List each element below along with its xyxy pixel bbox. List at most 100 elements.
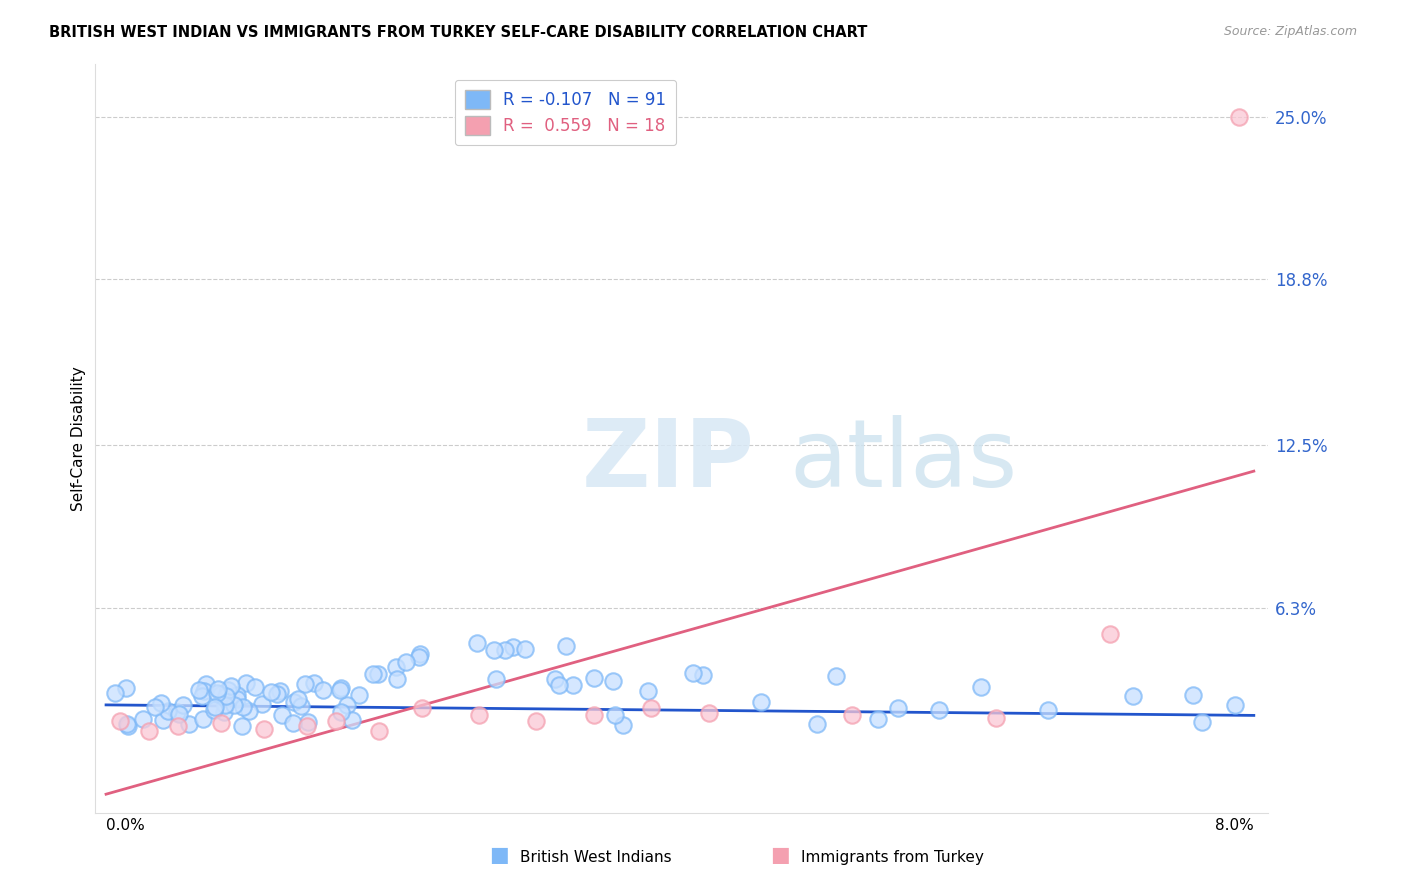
- Point: [384, 660, 406, 674]
- Point: [692, 668, 714, 682]
- Point: [513, 641, 536, 656]
- Point: [395, 655, 418, 669]
- Point: [114, 681, 136, 695]
- Point: [232, 700, 254, 714]
- Point: [152, 713, 174, 727]
- Point: [283, 696, 305, 710]
- Point: [408, 649, 430, 664]
- Point: [169, 706, 191, 721]
- Point: [866, 712, 889, 726]
- Point: [637, 683, 659, 698]
- Point: [209, 716, 232, 731]
- Point: [612, 717, 634, 731]
- Point: [150, 696, 173, 710]
- Point: [138, 724, 160, 739]
- Point: [166, 719, 188, 733]
- Point: [243, 680, 266, 694]
- Point: [806, 717, 828, 731]
- Point: [235, 676, 257, 690]
- Point: [544, 672, 567, 686]
- Point: [1223, 698, 1246, 712]
- Point: [266, 687, 288, 701]
- Point: [330, 681, 353, 696]
- Point: [1182, 688, 1205, 702]
- Point: [602, 674, 624, 689]
- Point: [214, 698, 236, 712]
- Point: [886, 700, 908, 714]
- Text: BRITISH WEST INDIAN VS IMMIGRANTS FROM TURKEY SELF-CARE DISABILITY CORRELATION C: BRITISH WEST INDIAN VS IMMIGRANTS FROM T…: [49, 25, 868, 40]
- Text: atlas: atlas: [789, 415, 1018, 507]
- Point: [325, 714, 347, 728]
- Point: [336, 698, 359, 713]
- Point: [502, 640, 524, 655]
- Point: [225, 689, 247, 703]
- Point: [547, 677, 569, 691]
- Point: [172, 698, 194, 712]
- Point: [294, 677, 316, 691]
- Point: [295, 719, 318, 733]
- Point: [562, 678, 585, 692]
- Text: British West Indians: British West Indians: [520, 850, 672, 865]
- Point: [252, 697, 274, 711]
- Point: [841, 708, 863, 723]
- Point: [231, 718, 253, 732]
- Point: [984, 711, 1007, 725]
- Point: [582, 671, 605, 685]
- Point: [1036, 703, 1059, 717]
- Point: [195, 676, 218, 690]
- Point: [193, 712, 215, 726]
- Point: [1229, 110, 1251, 124]
- Point: [104, 686, 127, 700]
- Y-axis label: Self-Care Disability: Self-Care Disability: [72, 366, 86, 511]
- Point: [465, 636, 488, 650]
- Point: [329, 682, 352, 697]
- Point: [526, 714, 548, 728]
- Point: [238, 705, 260, 719]
- Point: [928, 703, 950, 717]
- Point: [132, 712, 155, 726]
- Point: [253, 722, 276, 736]
- Text: Immigrants from Turkey: Immigrants from Turkey: [801, 850, 984, 865]
- Text: ■: ■: [770, 846, 790, 865]
- Point: [215, 690, 238, 704]
- Point: [209, 687, 232, 701]
- Point: [749, 695, 772, 709]
- Point: [204, 700, 226, 714]
- Text: 0.0%: 0.0%: [105, 818, 145, 833]
- Point: [361, 667, 384, 681]
- Point: [217, 683, 239, 698]
- Point: [330, 706, 353, 720]
- Point: [485, 672, 508, 686]
- Point: [468, 708, 491, 723]
- Point: [385, 672, 408, 686]
- Point: [143, 699, 166, 714]
- Point: [970, 680, 993, 694]
- Point: [260, 685, 283, 699]
- Point: [188, 683, 211, 698]
- Point: [287, 692, 309, 706]
- Point: [825, 669, 848, 683]
- Point: [1122, 689, 1144, 703]
- Point: [179, 717, 201, 731]
- Point: [302, 675, 325, 690]
- Text: Source: ZipAtlas.com: Source: ZipAtlas.com: [1223, 25, 1357, 38]
- Point: [411, 700, 433, 714]
- Point: [166, 705, 188, 719]
- Point: [367, 667, 389, 681]
- Point: [297, 714, 319, 729]
- Point: [117, 716, 139, 731]
- Point: [682, 666, 704, 681]
- Point: [156, 704, 179, 718]
- Point: [269, 684, 291, 698]
- Point: [281, 715, 304, 730]
- Point: [202, 703, 225, 717]
- Point: [340, 713, 363, 727]
- Point: [290, 698, 312, 713]
- Legend: R = -0.107   N = 91, R =  0.559   N = 18: R = -0.107 N = 91, R = 0.559 N = 18: [456, 80, 676, 145]
- Point: [193, 684, 215, 698]
- Point: [582, 708, 605, 723]
- Point: [117, 719, 139, 733]
- Point: [1191, 714, 1213, 729]
- Point: [640, 700, 662, 714]
- Point: [110, 714, 132, 728]
